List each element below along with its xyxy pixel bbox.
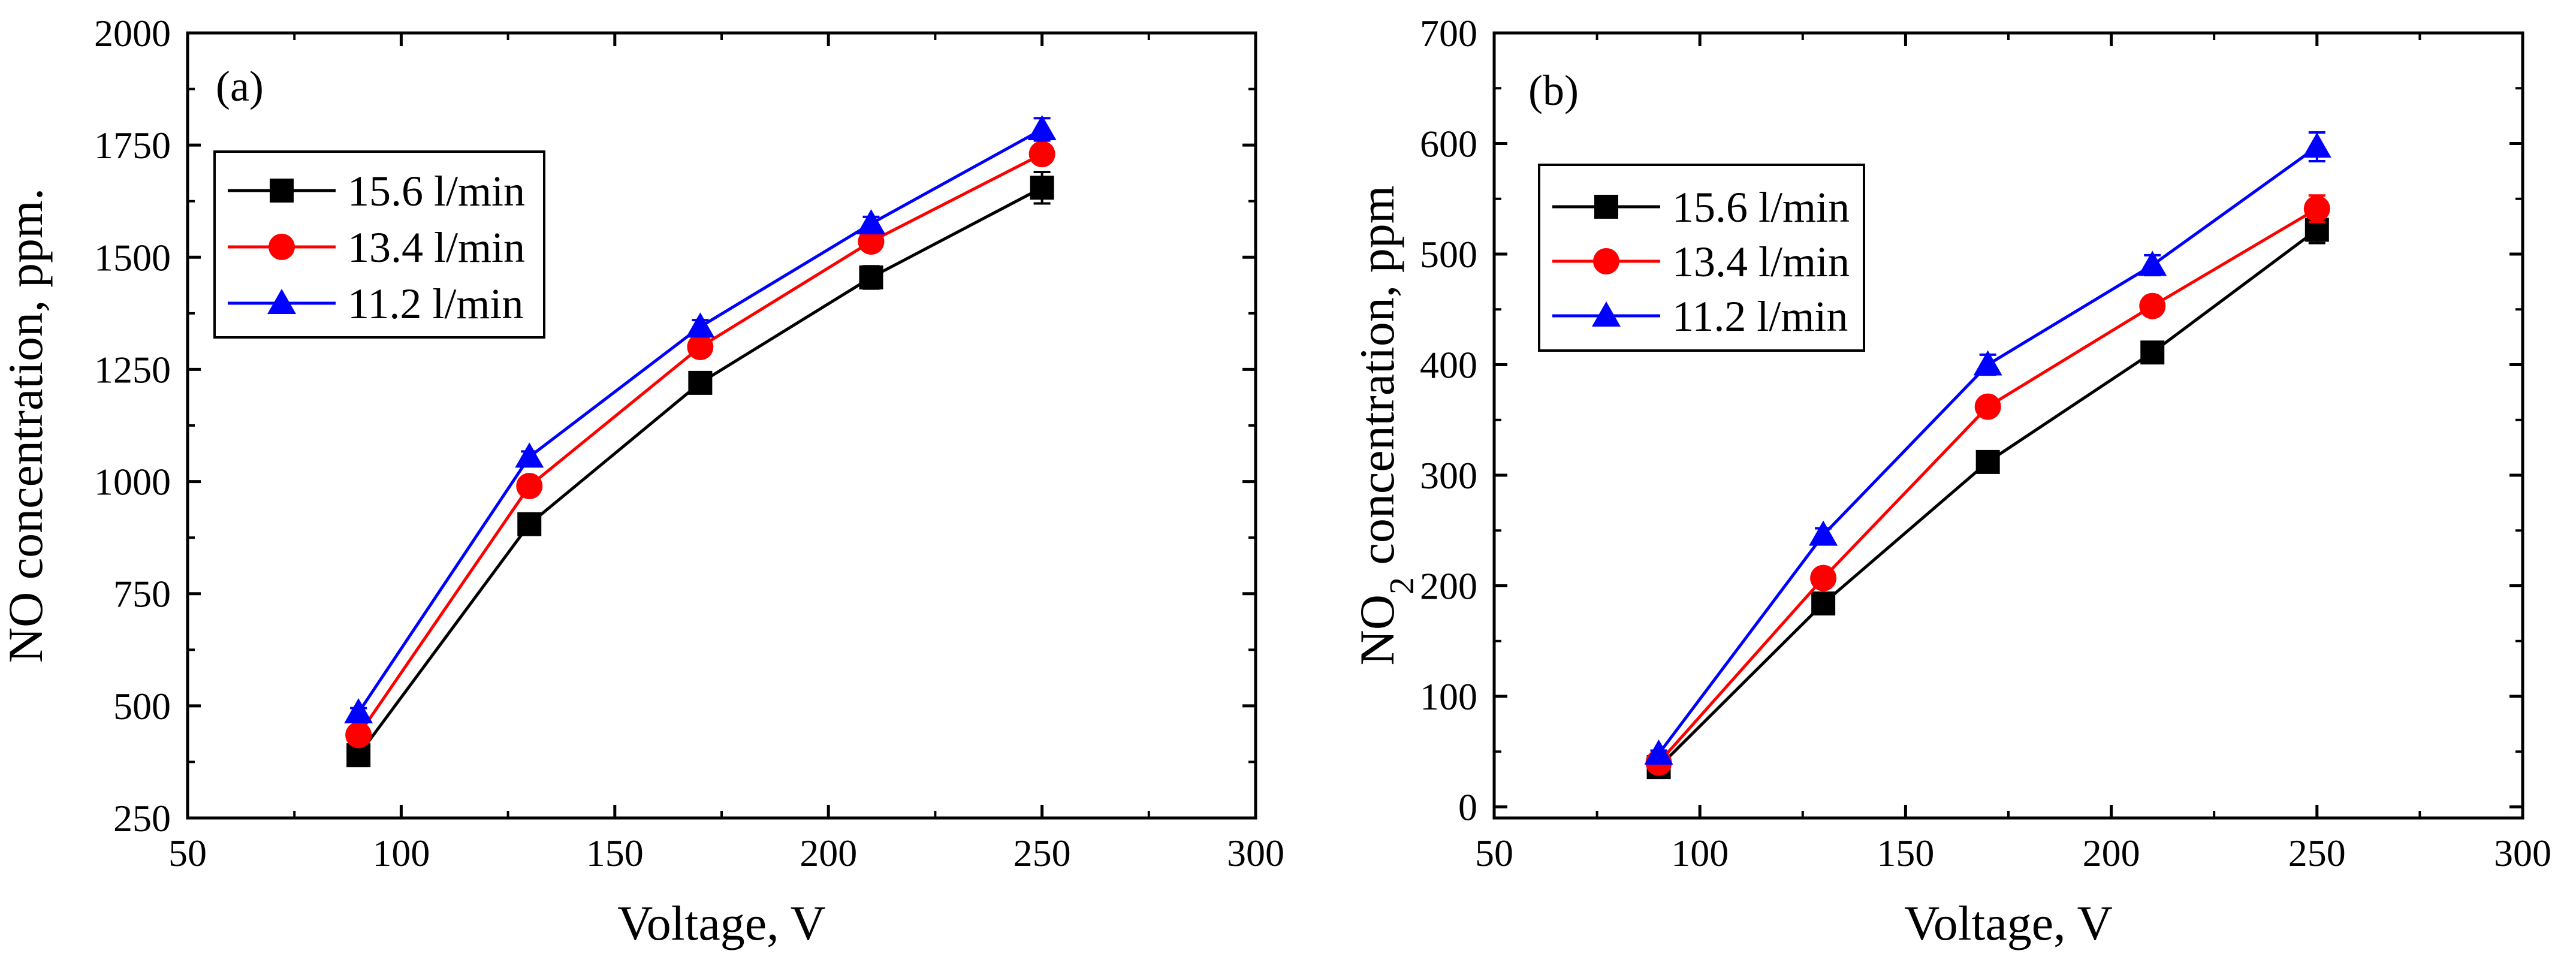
legend-marker-shape [269,234,295,260]
data-point [1810,564,1837,591]
x-tick-label: 200 [2083,832,2140,874]
data-point [1973,350,2002,376]
x-tick-label: 150 [586,832,644,874]
y-tick-label: 1250 [94,348,171,391]
x-tick-label: 250 [2288,832,2346,874]
legend-marker [267,289,296,314]
legend-marker-shape [1594,195,1618,219]
legend-marker [1592,301,1621,327]
data-point [1974,393,2001,420]
data-point [686,312,715,338]
x-axis-title: Voltage, V [617,896,826,950]
y-axis-title-main: NO [1350,594,1404,665]
legend: 15.6 l/min 13.4 l/min 11.2 l/min [213,150,545,339]
series-13-4-l-min [345,141,1055,748]
legend-label-15-6: 15.6 l/min [348,167,525,215]
y-tick-label: 0 [1458,786,1477,829]
legend-label-15-6: 15.6 l/min [1672,183,1850,231]
legend-marker-shape [1593,248,1619,274]
data-point [1811,591,1836,616]
data-point [1975,449,2000,474]
legend-marker-shape [270,179,294,203]
y-tick-label: 300 [1420,454,1477,497]
data-point [1027,114,1057,140]
y-tick-label: 500 [113,685,171,727]
legend-marker-shape [267,289,296,314]
x-tick-label: 300 [1227,832,1284,874]
y-tick-label: 700 [1420,12,1477,55]
panel-label: (a) [216,62,264,110]
panel-label: (b) [1528,67,1579,114]
data-point [516,473,543,500]
x-tick-label: 50 [1475,832,1513,874]
data-point [2139,292,2166,319]
y-tick-label: 100 [1420,675,1477,718]
y-axis-title: NO concentration, ppm. [0,188,53,663]
data-point [688,370,713,395]
data-point [515,442,544,468]
chart-panel-b: 50 100 150 200 250 3000100200300400500600700 … [1350,12,2551,950]
x-tick-label: 300 [2494,832,2551,874]
y-tick-label: 1000 [94,461,171,503]
data-point [2303,195,2330,222]
y-axis-title-rest: concentration, ppm [1350,186,1404,578]
series-11-2-l-min [1644,131,2331,765]
data-point [345,722,372,748]
plot-frame [1492,31,2524,820]
data-point [2138,250,2167,276]
x-tick-label: 50 [168,832,207,874]
legend: 15.6 l/min 13.4 l/min 11.2 l/min [1538,164,1865,352]
data-point [2140,340,2165,365]
y-tick-label: 250 [113,797,171,840]
y-tick-label: 400 [1420,344,1477,387]
chart-panel-a: 50 100 150 200 250 300 250 500 750 1000 1250 1500 17… [0,12,1284,950]
data-point [856,209,886,235]
x-axis-title: Voltage, V [1904,896,2113,950]
y-tick-label: 500 [1420,233,1477,276]
data-point [1809,520,1838,546]
legend-marker [270,179,294,203]
y-tick-label: 600 [1420,123,1477,165]
y-tick-label: 1750 [94,124,171,167]
data-point [858,228,885,255]
x-tick-label: 150 [1877,832,1934,874]
x-tick-label: 100 [1671,832,1729,874]
legend-marker-shape [1592,301,1621,327]
data-point [1028,141,1055,168]
y-tick-label: 750 [113,573,171,615]
data-point [1644,739,1673,765]
legend-label-13-4: 13.4 l/min [348,224,525,271]
data-point [344,698,373,724]
x-tick-label: 250 [1013,832,1071,874]
legend-marker [1593,248,1619,274]
legend-label-11-2: 11.2 l/min [1672,292,1848,340]
data-point [859,265,883,289]
y-axis-title: NO2 concentration, ppm [1350,186,1421,666]
data-point [687,334,714,360]
series-11-2-l-min [344,114,1057,724]
y-axis-title-subscript: 2 [1382,577,1421,594]
data-point [517,512,542,536]
x-tick-label: 100 [372,832,430,874]
legend-label-13-4: 13.4 l/min [1672,238,1850,286]
x-tick-label: 200 [800,832,857,874]
data-point [1030,176,1054,200]
legend-box [1538,164,1865,352]
y-tick-label: 1500 [94,236,171,279]
legend-marker [269,234,295,260]
legend-label-11-2: 11.2 l/min [348,280,523,328]
legend-marker [1594,195,1618,219]
data-point [2302,132,2331,158]
y-tick-label: 2000 [94,12,171,55]
y-tick-label: 200 [1420,565,1477,608]
